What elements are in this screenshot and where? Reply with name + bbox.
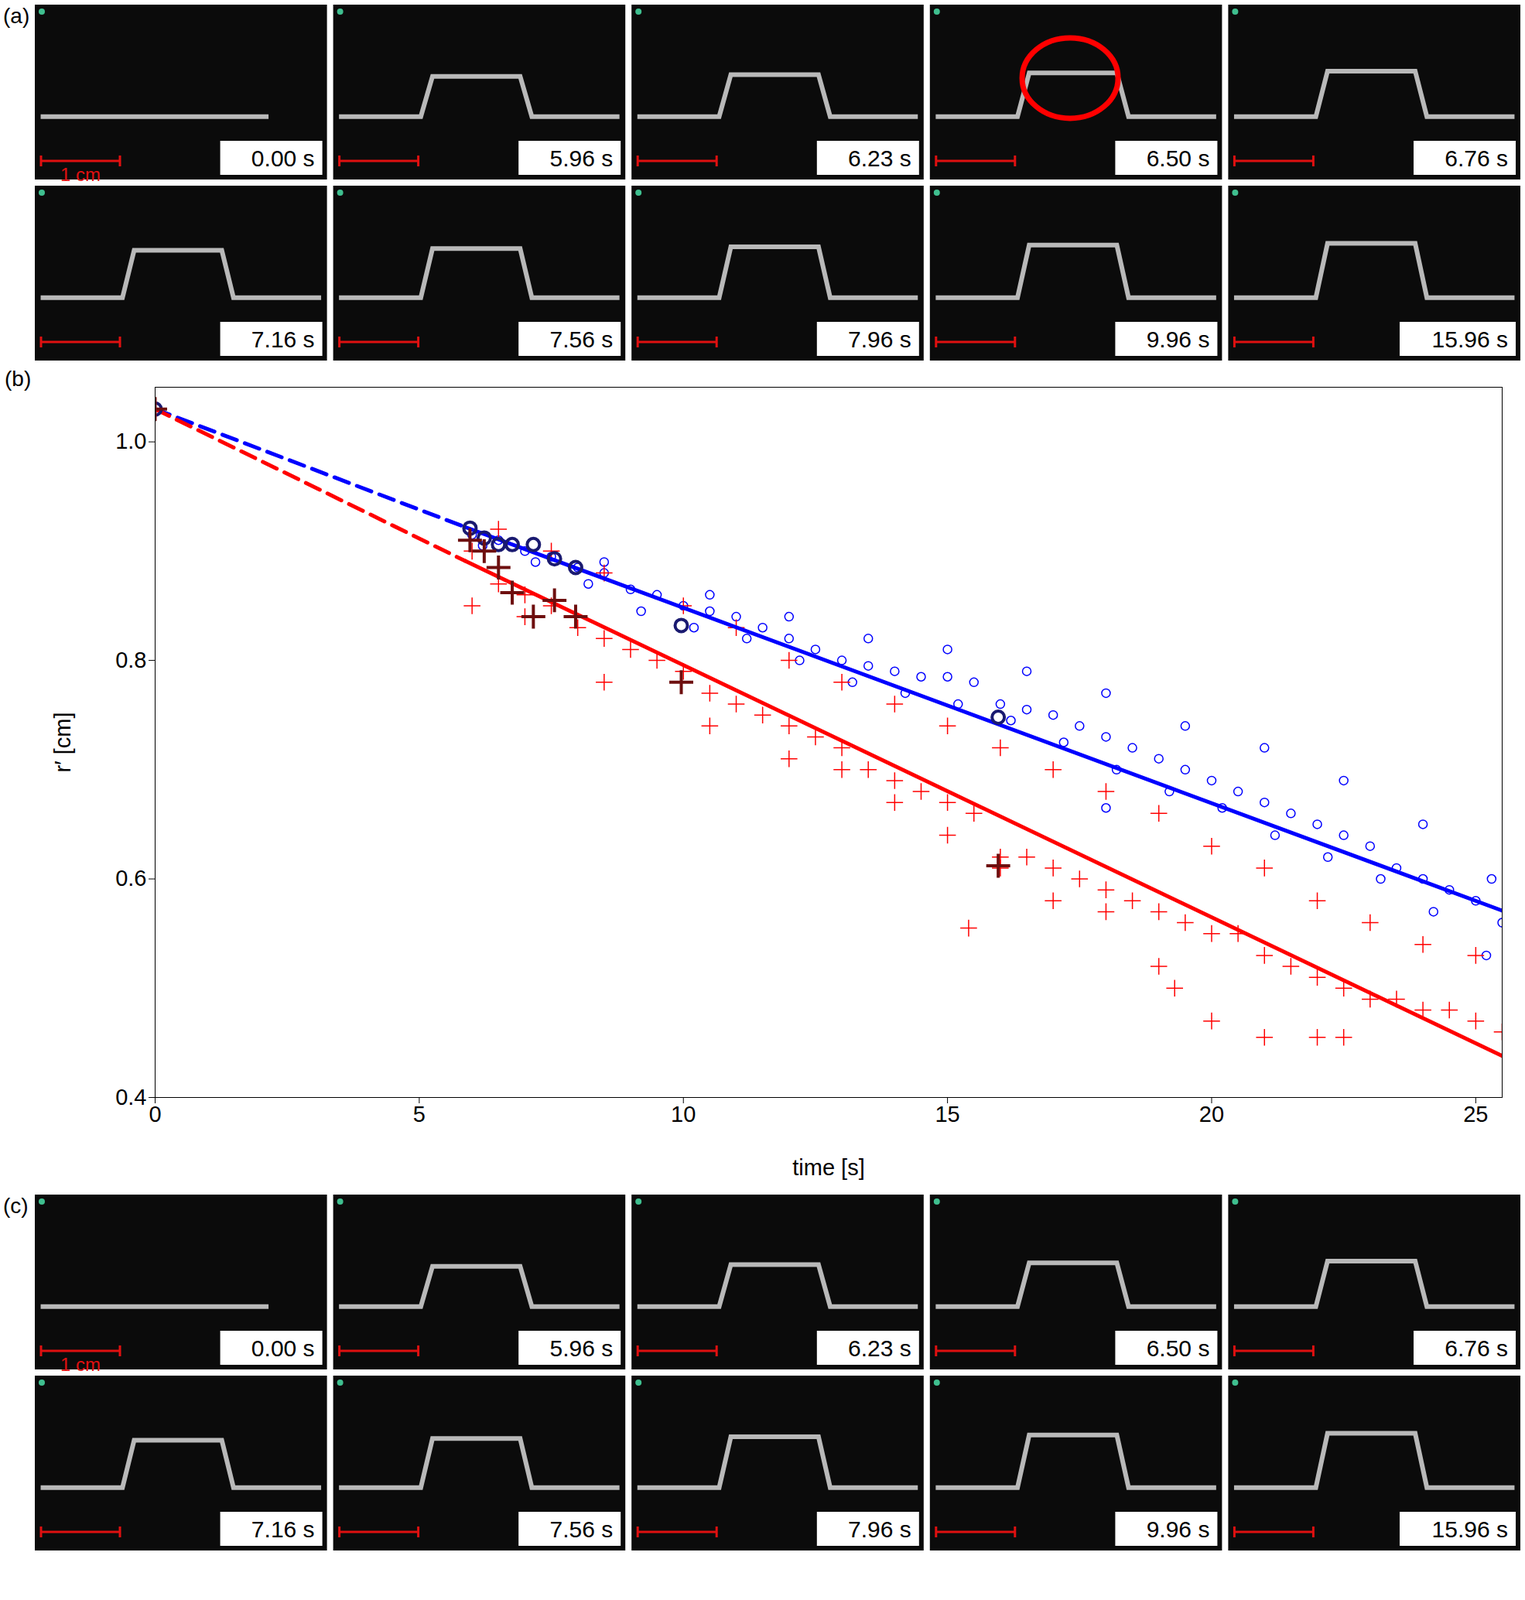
svg-text:20: 20 [1199, 1101, 1225, 1127]
svg-text:(a): (a) [3, 3, 30, 28]
html-text:(b): (b) [4, 366, 32, 391]
svg-text:1 cm: 1 cm [60, 164, 101, 185]
svg-text:7.96 s: 7.96 s [847, 1516, 912, 1543]
svg-text:time [s]: time [s] [792, 1155, 865, 1180]
svg-text:0: 0 [148, 1101, 161, 1127]
svg-text:25: 25 [1463, 1101, 1488, 1127]
svg-text:5.96 s: 5.96 s [549, 1335, 613, 1361]
svg-text:10: 10 [670, 1101, 696, 1127]
svg-text:6.76 s: 6.76 s [1444, 145, 1508, 171]
svg-text:7.56 s: 7.56 s [549, 1516, 613, 1543]
svg-text:15: 15 [934, 1101, 960, 1127]
svg-text:6.50 s: 6.50 s [1146, 145, 1211, 171]
svg-text:0.00 s: 0.00 s [251, 145, 315, 171]
svg-text:7.56 s: 7.56 s [549, 326, 613, 353]
svg-text:15.96 s: 15.96 s [1432, 1516, 1508, 1543]
svg-text:7.96 s: 7.96 s [847, 326, 912, 353]
svg-text:5.96 s: 5.96 s [549, 145, 613, 171]
svg-text:6.23 s: 6.23 s [847, 145, 912, 171]
svg-text:0.6: 0.6 [115, 865, 147, 891]
svg-text:6.23 s: 6.23 s [847, 1335, 912, 1361]
svg-text:6.76 s: 6.76 s [1444, 1335, 1508, 1361]
svg-text:7.16 s: 7.16 s [251, 1516, 315, 1543]
svg-text:0.4: 0.4 [115, 1084, 147, 1110]
svg-text:15.96 s: 15.96 s [1432, 326, 1508, 353]
svg-text:(c): (c) [3, 1193, 29, 1218]
svg-text:r′ [cm]: r′ [cm] [50, 712, 76, 773]
svg-text:5: 5 [413, 1101, 426, 1127]
svg-text:0.00 s: 0.00 s [251, 1335, 315, 1361]
svg-text:6.50 s: 6.50 s [1146, 1335, 1211, 1361]
svg-text:7.16 s: 7.16 s [251, 326, 315, 353]
svg-text:1.0: 1.0 [115, 428, 147, 454]
svg-text:9.96 s: 9.96 s [1146, 326, 1211, 353]
svg-text:9.96 s: 9.96 s [1146, 1516, 1211, 1543]
svg-text:0.8: 0.8 [115, 647, 147, 673]
svg-text:1 cm: 1 cm [60, 1354, 101, 1375]
